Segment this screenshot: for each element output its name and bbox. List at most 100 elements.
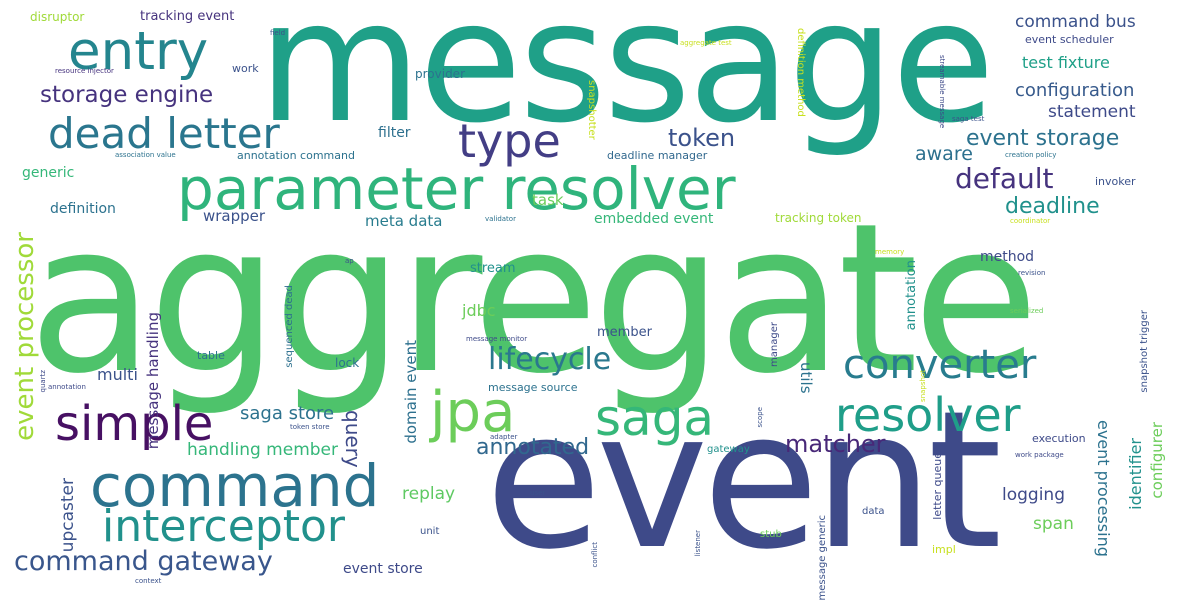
word-work: work: [232, 62, 259, 75]
word-generic: generic: [22, 165, 75, 181]
word-serialized: serialized: [1010, 307, 1044, 315]
word-entry: entry: [68, 21, 209, 82]
word-configurer: configurer: [1148, 422, 1166, 499]
word-resolver: resolver: [835, 388, 1021, 442]
word-snapshot: snapshot: [919, 370, 927, 402]
word-adapter: adapter: [490, 433, 518, 441]
word-command-bus: command bus: [1015, 12, 1136, 32]
word-filter: filter: [378, 125, 411, 141]
word-jpa: jpa: [430, 380, 516, 445]
word-ap: ap: [345, 257, 354, 265]
word-definition-method: definition method: [795, 28, 806, 117]
word-tracking-event: tracking event: [140, 9, 235, 24]
word-test-fixture: test fixture: [1022, 53, 1110, 72]
word-coordinator: coordinator: [1010, 217, 1051, 225]
word-lock: lock: [335, 356, 360, 370]
word-handling-member: handling member: [187, 440, 338, 460]
word-interceptor: interceptor: [102, 501, 346, 552]
word-annotated: annotated: [476, 435, 590, 460]
word-snapshotter: snapshotter: [586, 80, 597, 140]
word-utils: utils: [797, 362, 815, 394]
word-user: user: [530, 489, 546, 497]
word-matcher: matcher: [785, 430, 886, 458]
word-impl: impl: [932, 543, 956, 556]
word-event-processing: event processing: [1094, 420, 1113, 557]
word-query: query: [341, 410, 365, 468]
word-dead-letter: dead letter: [48, 109, 280, 158]
word-memory: memory: [875, 248, 905, 256]
word-jdbc: jdbc: [462, 301, 496, 320]
word-context: context: [135, 577, 162, 585]
word-message-monitor: message monitor: [466, 335, 528, 343]
word-multi: multi: [97, 365, 138, 384]
word-data: data: [862, 506, 885, 517]
word-unit: unit: [420, 526, 440, 537]
word-message: message: [258, 0, 995, 160]
word-replay: replay: [402, 484, 456, 504]
word-validator: validator: [485, 215, 516, 223]
word-lifecycle: lifecycle: [488, 342, 612, 377]
word-disruptor: disruptor: [30, 10, 85, 24]
word-message-source: message source: [488, 381, 578, 394]
word-message-handling: message handling: [144, 312, 162, 450]
word-default: default: [955, 162, 1054, 195]
word-creation-policy: creation policy: [1005, 151, 1057, 159]
word-revision: revision: [1018, 269, 1046, 277]
word-member: member: [597, 325, 652, 340]
word-parameter-resolver: parameter resolver: [177, 155, 736, 223]
word-command-gateway: command gateway: [14, 546, 273, 577]
word-listener: listener: [694, 530, 702, 557]
word-provider: provider: [415, 67, 465, 81]
word-annotation: annotation: [904, 260, 919, 331]
word-upcaster: upcaster: [58, 478, 78, 553]
word-gateway: gateway: [707, 444, 750, 455]
word-quartz: quartz: [39, 370, 47, 393]
word-stream: stream: [470, 261, 516, 276]
word-meta-data: meta data: [365, 212, 443, 230]
word-event-scheduler: event scheduler: [1025, 33, 1114, 46]
word-sequenced-dead: sequenced dead: [284, 285, 295, 368]
word-logging: logging: [1002, 485, 1065, 505]
word-annotation-small: annotation: [48, 383, 86, 391]
word-wrapper: wrapper: [203, 207, 266, 225]
word-work-package: work package: [1015, 451, 1064, 459]
word-message-generic: message generic: [817, 515, 828, 601]
word-storage-engine: storage engine: [40, 82, 214, 108]
word-invoker: invoker: [1095, 175, 1136, 188]
word-saga-test: saga test: [952, 115, 985, 123]
word-manager: manager: [769, 322, 780, 367]
word-type: type: [458, 114, 561, 168]
word-converter: converter: [843, 342, 1037, 388]
word-domain-event: domain event: [402, 340, 420, 444]
word-definition: definition: [50, 201, 116, 217]
word-saga: saga: [595, 389, 715, 447]
word-association-value: association value: [115, 151, 176, 159]
word-scope: scope: [756, 407, 764, 428]
word-token-store: token store: [290, 423, 330, 431]
word-field: field: [270, 29, 286, 37]
word-span: span: [1033, 514, 1074, 534]
word-tracking-token: tracking token: [775, 211, 862, 225]
word-statement: statement: [1048, 102, 1136, 122]
word-deadline-manager: deadline manager: [607, 149, 708, 162]
word-stub: stub: [760, 529, 782, 540]
word-execution: execution: [1032, 432, 1086, 445]
word-event-store: event store: [343, 561, 423, 577]
word-aware: aware: [915, 143, 973, 165]
word-letter-queue: letter queue: [931, 452, 944, 520]
word-aggregate-test: aggregate test: [680, 39, 732, 47]
word-annotation-command: annotation command: [237, 149, 355, 162]
word-event-processor: event processor: [10, 232, 40, 441]
word-identifier: identifier: [1126, 438, 1145, 510]
word-aggregate: aggregate: [28, 179, 1039, 419]
word-saga-store: saga store: [240, 403, 335, 424]
word-token: token: [668, 124, 736, 152]
word-event-storage: event storage: [966, 126, 1120, 151]
word-event: event: [485, 370, 1002, 591]
word-table: table: [197, 349, 225, 362]
word-conflict: conflict: [591, 542, 599, 568]
word-configuration: configuration: [1015, 80, 1135, 101]
word-task: task: [532, 191, 564, 209]
word-simple: simple: [55, 396, 214, 452]
